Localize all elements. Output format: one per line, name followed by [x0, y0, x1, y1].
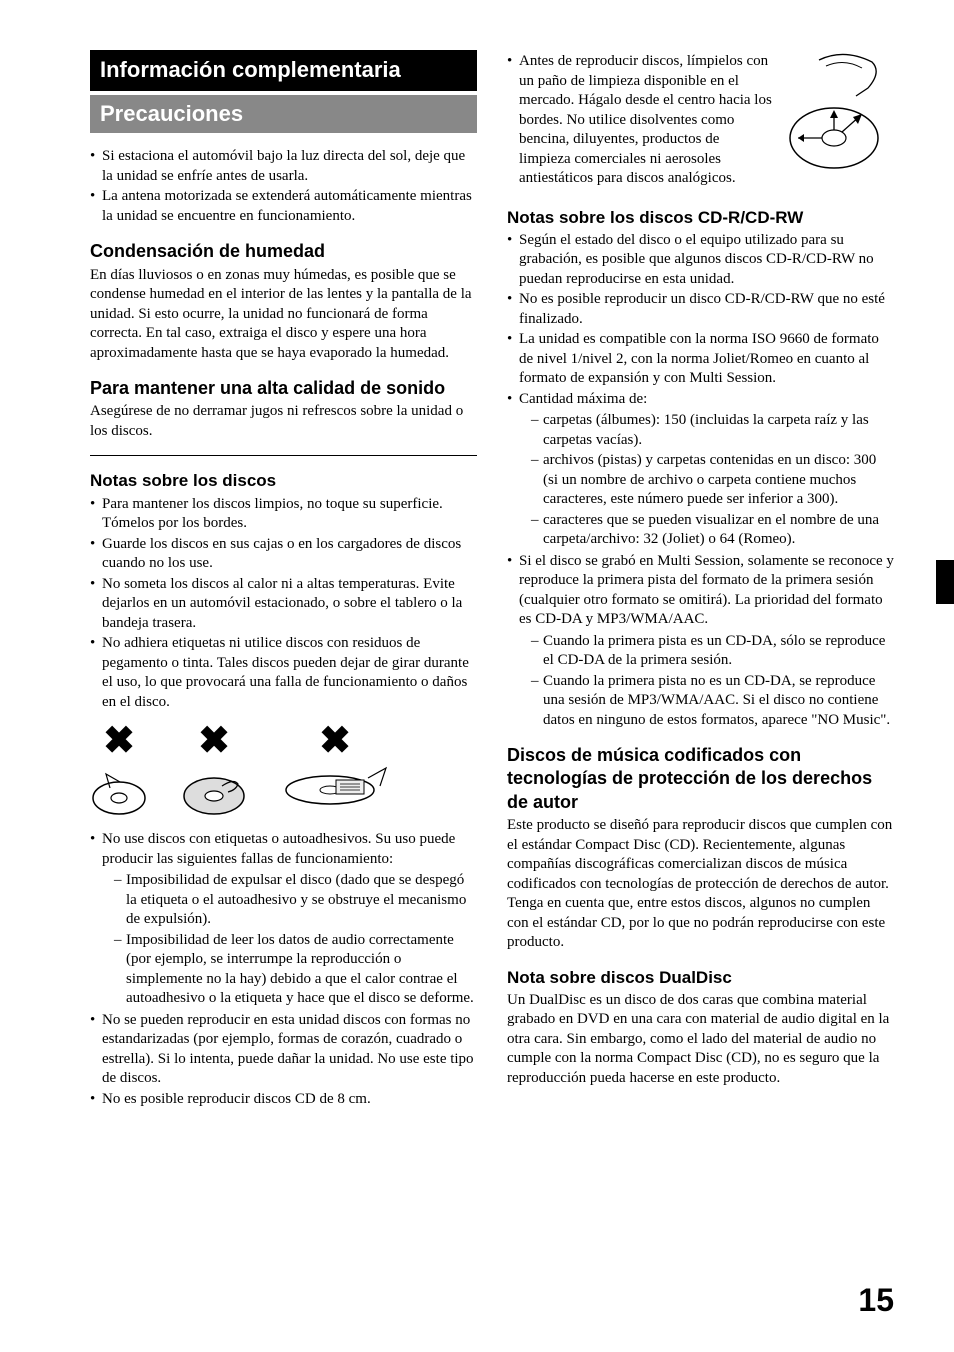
subsection-banner: Precauciones — [90, 95, 477, 134]
side-tab-marker — [936, 560, 954, 604]
heading-condensation: Condensación de humedad — [90, 240, 477, 263]
list-item: La unidad es compatible con la norma ISO… — [507, 330, 894, 389]
list-item: No use discos con etiquetas o autoadhesi… — [90, 830, 477, 1009]
sub-list-item: archivos (pistas) y carpetas contenidas … — [531, 451, 894, 510]
heading-copyright: Discos de música codificados con tecnolo… — [507, 744, 894, 814]
heading-disc-notes: Notas sobre los discos — [90, 470, 477, 492]
sub-list-item: Imposibilidad de expulsar el disco (dado… — [114, 871, 477, 930]
paragraph: Un DualDisc es un disco de dos caras que… — [507, 991, 894, 1089]
heading-cdr: Notas sobre los discos CD-R/CD-RW — [507, 207, 894, 229]
x-mark-icon: ✖ — [280, 722, 390, 760]
disc-bullets: Para mantener los discos limpios, no toq… — [90, 495, 477, 713]
list-item: Según el estado del disco o el equipo ut… — [507, 231, 894, 290]
list-item: Si el disco se grabó en Multi Session, s… — [507, 552, 894, 731]
list-item: No se pueden reproducir en esta unidad d… — [90, 1011, 477, 1089]
prohibited-disc-1: ✖ — [90, 722, 148, 818]
list-item-text: No use discos con etiquetas o autoadhesi… — [102, 831, 455, 867]
multi-sublist: Cuando la primera pista es un CD-DA, sól… — [531, 632, 894, 731]
sub-list-item: Cuando la primera pista es un CD-DA, sól… — [531, 632, 894, 671]
list-item: No es posible reproducir discos CD de 8 … — [90, 1090, 477, 1110]
sub-list-item: Imposibilidad de leer los datos de audio… — [114, 931, 477, 1009]
list-item: Cantidad máxima de: carpetas (álbumes): … — [507, 390, 894, 550]
prohibited-disc-3: ✖ — [280, 722, 390, 810]
page-columns: Información complementaria Precauciones … — [90, 50, 894, 1113]
section-banner: Información complementaria — [90, 50, 477, 91]
prohibited-discs-figure: ✖ ✖ ✖ — [90, 722, 477, 818]
disc-label-icon — [280, 760, 390, 810]
paragraph: Asegúrese de no derramar jugos ni refres… — [90, 402, 477, 441]
disc-sticky-icon — [178, 760, 250, 818]
list-item: No adhiera etiquetas ni utilice discos c… — [90, 634, 477, 712]
x-mark-icon: ✖ — [90, 722, 148, 760]
sticker-bullets: No use discos con etiquetas o autoadhesi… — [90, 830, 477, 1109]
heading-sound-quality: Para mantener una alta calidad de sonido — [90, 377, 477, 400]
page-number: 15 — [858, 1280, 894, 1322]
paragraph: Este producto se diseñó para reproducir … — [507, 816, 894, 953]
sub-list-item: Cuando la primera pista no es un CD-DA, … — [531, 672, 894, 731]
intro-bullets: Si estaciona el automóvil bajo la luz di… — [90, 147, 477, 226]
list-item: Antes de reproducir discos, límpielos co… — [507, 52, 894, 189]
sub-list-item: carpetas (álbumes): 150 (incluidas la ca… — [531, 411, 894, 450]
disc-edge-icon — [90, 760, 148, 818]
list-item: La antena motorizada se extenderá automá… — [90, 187, 477, 226]
list-item: No someta los discos al calor ni a altas… — [90, 575, 477, 634]
prohibited-disc-2: ✖ — [178, 722, 250, 818]
right-column: Antes de reproducir discos, límpielos co… — [507, 50, 894, 1113]
left-column: Información complementaria Precauciones … — [90, 50, 477, 1113]
list-item: Para mantener los discos limpios, no toq… — [90, 495, 477, 534]
divider — [90, 455, 477, 456]
list-item-text: Si el disco se grabó en Multi Session, s… — [519, 553, 894, 628]
cleaning-bullet: Antes de reproducir discos, límpielos co… — [507, 52, 894, 189]
list-item-text: Cantidad máxima de: — [519, 391, 647, 407]
heading-dualdisc: Nota sobre discos DualDisc — [507, 967, 894, 989]
max-sublist: carpetas (álbumes): 150 (incluidas la ca… — [531, 411, 894, 550]
sticker-sublist: Imposibilidad de expulsar el disco (dado… — [114, 871, 477, 1009]
list-item: Si estaciona el automóvil bajo la luz di… — [90, 147, 477, 186]
cdr-bullets: Según el estado del disco o el equipo ut… — [507, 231, 894, 731]
list-item: Guarde los discos en sus cajas o en los … — [90, 535, 477, 574]
sub-list-item: caracteres que se pueden visualizar en e… — [531, 511, 894, 550]
x-mark-icon: ✖ — [178, 722, 250, 760]
list-item: No es posible reproducir un disco CD-R/C… — [507, 290, 894, 329]
paragraph: En días lluviosos o en zonas muy húmedas… — [90, 266, 477, 364]
